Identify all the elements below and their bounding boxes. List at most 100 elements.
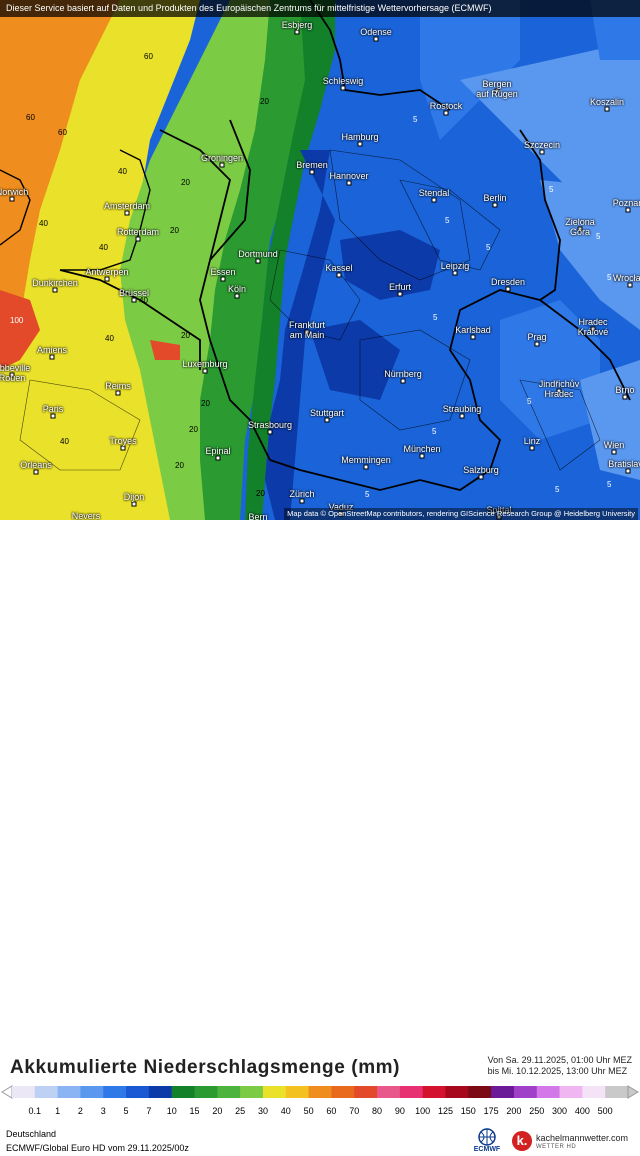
city-label: Luxemburg bbox=[182, 359, 228, 369]
city-label: Memmingen bbox=[341, 455, 391, 465]
city-label: Hamburg bbox=[341, 132, 379, 142]
city-label: Amiens bbox=[36, 345, 68, 355]
city-marker bbox=[611, 449, 617, 455]
city-marker bbox=[215, 455, 221, 461]
city-label: Prag bbox=[527, 332, 547, 342]
isoline-value: 5 bbox=[445, 216, 450, 225]
city-marker bbox=[577, 226, 583, 232]
city-marker bbox=[202, 368, 208, 374]
kachelmann-site-sub: WETTER HD bbox=[536, 1144, 577, 1150]
kachelmann-site-name: kachelmannwetter.com bbox=[536, 1133, 629, 1143]
city-label: Bergen auf Rügen bbox=[476, 79, 518, 99]
scale-tick: 1 bbox=[55, 1106, 61, 1116]
city-label: Jindřichův Hradec bbox=[538, 379, 580, 399]
city-marker bbox=[50, 413, 56, 419]
city-label: Orléans bbox=[20, 460, 52, 470]
scale-swatch bbox=[422, 1086, 446, 1098]
scale-tick: 80 bbox=[372, 1106, 383, 1116]
isoline-value: 5 bbox=[555, 485, 560, 494]
city-marker bbox=[400, 378, 406, 384]
scale-swatch bbox=[354, 1086, 378, 1098]
scale-swatch bbox=[285, 1086, 310, 1098]
isoline-value: 5 bbox=[365, 490, 370, 499]
scale-swatch bbox=[103, 1086, 127, 1098]
city-label: Nürnberg bbox=[384, 369, 422, 379]
isoline-value: 20 bbox=[170, 226, 179, 235]
scale-tick: 50 bbox=[303, 1106, 314, 1116]
city-marker bbox=[309, 169, 315, 175]
city-label: Epinal bbox=[205, 446, 231, 456]
city-marker bbox=[299, 498, 305, 504]
city-marker bbox=[9, 372, 15, 378]
city-marker bbox=[336, 272, 342, 278]
city-marker bbox=[529, 445, 535, 451]
precipitation-map: Dieser Service basiert auf Daten und Pro… bbox=[0, 0, 640, 520]
isoline-value: 5 bbox=[549, 185, 554, 194]
scale-swatch bbox=[12, 1086, 36, 1098]
isoline-value: 5 bbox=[432, 427, 437, 436]
city-marker bbox=[625, 207, 631, 213]
scale-tick: 70 bbox=[349, 1106, 360, 1116]
city-label: Vaduz bbox=[328, 502, 354, 512]
scale-tick: 30 bbox=[257, 1106, 268, 1116]
isoline-value: 5 bbox=[486, 243, 491, 252]
city-marker bbox=[267, 429, 273, 435]
city-marker bbox=[494, 88, 500, 94]
scale-tick: 250 bbox=[529, 1106, 545, 1116]
city-label: Karlsbad bbox=[455, 325, 491, 335]
city-label: Troyes bbox=[109, 436, 137, 446]
city-label: Bremen bbox=[296, 160, 328, 170]
scale-swatch bbox=[308, 1086, 332, 1098]
city-label: Nevers bbox=[71, 511, 101, 520]
period-from: Von Sa. 29.11.2025, 01:00 Uhr MEZ bbox=[487, 1055, 632, 1065]
city-marker bbox=[255, 258, 261, 264]
scale-swatch bbox=[126, 1086, 150, 1098]
city-label: Wien bbox=[603, 440, 625, 450]
city-marker bbox=[534, 341, 540, 347]
scale-swatch bbox=[377, 1086, 401, 1098]
scale-tick: 2 bbox=[77, 1106, 83, 1116]
city-label: Rostock bbox=[429, 101, 463, 111]
city-marker bbox=[115, 390, 121, 396]
city-marker bbox=[338, 511, 344, 517]
city-label: Reims bbox=[105, 381, 131, 391]
city-marker bbox=[131, 501, 137, 507]
city-label: Salzburg bbox=[463, 465, 499, 475]
city-marker bbox=[622, 394, 628, 400]
scale-tick: 175 bbox=[483, 1106, 499, 1116]
city-marker bbox=[431, 197, 437, 203]
scale-swatch bbox=[194, 1086, 218, 1098]
scale-swatch bbox=[57, 1086, 81, 1098]
city-marker bbox=[443, 110, 449, 116]
city-marker bbox=[452, 270, 458, 276]
isoline-value: 20 bbox=[256, 489, 265, 498]
isoline-value: 100 bbox=[10, 316, 24, 325]
city-label: München bbox=[403, 444, 441, 454]
city-marker bbox=[627, 282, 633, 288]
scale-swatch bbox=[148, 1086, 173, 1098]
city-marker bbox=[505, 286, 511, 292]
isoline-value: 20 bbox=[260, 97, 269, 106]
isoline-value: 20 bbox=[175, 461, 184, 470]
scale-tick: 400 bbox=[574, 1106, 590, 1116]
city-label: Dijon bbox=[123, 492, 145, 502]
isoline-value: 40 bbox=[60, 437, 69, 446]
city-label: Stuttgart bbox=[309, 408, 345, 418]
city-marker bbox=[357, 141, 363, 147]
city-label: Hradec Králové bbox=[577, 317, 609, 337]
city-label: Rotterdam bbox=[116, 227, 160, 237]
city-label: Erfurt bbox=[388, 282, 412, 292]
scale-swatch bbox=[34, 1086, 59, 1098]
scale-tick: 0.1 bbox=[28, 1106, 42, 1116]
isoline-value: 5 bbox=[413, 115, 418, 124]
ecmwf-notice: Dieser Service basiert auf Daten und Pro… bbox=[0, 0, 640, 17]
isoline-value: 60 bbox=[26, 113, 35, 122]
isoline-value: 20 bbox=[181, 331, 190, 340]
scale-swatch bbox=[582, 1086, 606, 1098]
city-label: Leipzig bbox=[440, 261, 470, 271]
scale-tick: 200 bbox=[506, 1106, 522, 1116]
scale-tick: 7 bbox=[146, 1106, 152, 1116]
scale-tick: 90 bbox=[394, 1106, 405, 1116]
scale-min-arrow bbox=[1, 1085, 13, 1099]
city-label: Essen bbox=[210, 267, 236, 277]
